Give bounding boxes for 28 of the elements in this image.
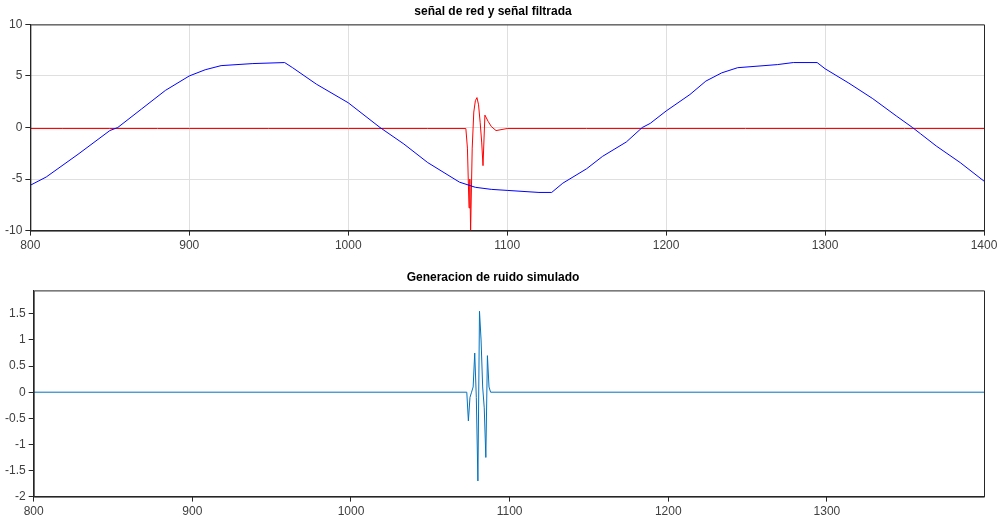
chart-title: Generacion de ruido simulado [406, 269, 580, 284]
x-tick-label: 1200 [652, 238, 680, 253]
x-tick-label: 800 [20, 238, 41, 253]
x-tick-label: 1200 [654, 504, 682, 519]
x-tick-label: 1300 [813, 504, 841, 519]
x-tick-label: 900 [182, 504, 203, 519]
y-tick-label: 1 [18, 332, 26, 347]
y-tick-label: -1 [15, 436, 26, 451]
y-tick-label: -10 [5, 222, 23, 237]
y-tick-label: -5 [11, 171, 23, 186]
y-tick-label: 0 [15, 119, 23, 134]
y-tick-label: 0.5 [8, 358, 26, 373]
y-tick-label: -2 [15, 488, 26, 503]
x-tick-label: 1100 [496, 504, 523, 519]
y-tick-label: 0 [18, 384, 26, 399]
x-tick-label: 1100 [494, 238, 521, 253]
x-tick-label: 1400 [970, 238, 998, 253]
y-tick-label: -0.5 [4, 410, 26, 425]
x-tick-label: 1300 [811, 238, 839, 253]
x-tick-label: 800 [23, 504, 45, 519]
x-tick-label: 1000 [337, 504, 365, 519]
x-tick-label: 900 [179, 238, 200, 253]
y-tick-label: 10 [8, 16, 23, 31]
chart-title: señal de red y señal filtrada [414, 3, 573, 18]
y-tick-label: 5 [15, 68, 23, 83]
y-tick-label: -1.5 [4, 462, 26, 477]
y-tick-label: 1.5 [8, 306, 26, 321]
x-tick-label: 1000 [334, 238, 362, 253]
